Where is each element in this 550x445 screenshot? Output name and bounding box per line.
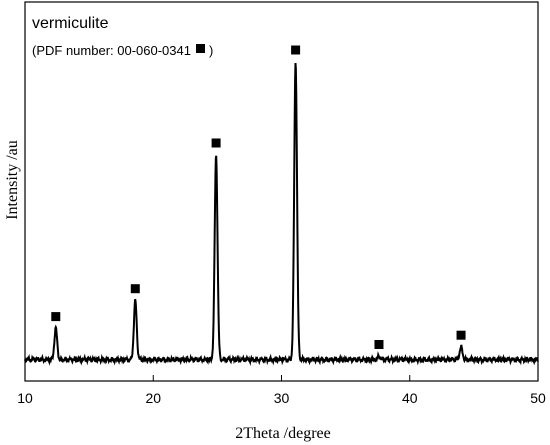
x-tick-label: 20 xyxy=(145,390,161,406)
series-line xyxy=(24,62,539,366)
x-axis-title: 2Theta /degree xyxy=(235,425,331,442)
peak-marker xyxy=(374,340,384,349)
x-axis-ticks xyxy=(24,375,539,381)
y-axis-title: Intensity /au xyxy=(4,140,21,220)
legend-note-prefix: (PDF number: 00-060-0341 xyxy=(32,43,191,58)
peak-marker xyxy=(130,284,140,294)
plot-frame xyxy=(24,1,539,382)
peak-marker xyxy=(291,45,301,55)
legend-note-suffix: ) xyxy=(209,43,213,58)
legend-square-marker xyxy=(195,44,205,53)
peak-marker xyxy=(456,330,466,340)
peak-marker xyxy=(211,138,221,148)
x-tick-label: 50 xyxy=(530,390,546,406)
peak-markers xyxy=(51,45,466,349)
x-tick-label: 40 xyxy=(402,390,418,406)
legend-note: (PDF number: 00-060-0341 xyxy=(32,43,191,58)
legend-title: vermiculite xyxy=(32,15,109,32)
x-tick-label: 10 xyxy=(17,390,33,406)
x-tick-label: 30 xyxy=(274,390,290,406)
x-axis-tick-labels: 10 20 30 40 50 xyxy=(17,390,546,406)
peak-marker xyxy=(51,312,61,322)
